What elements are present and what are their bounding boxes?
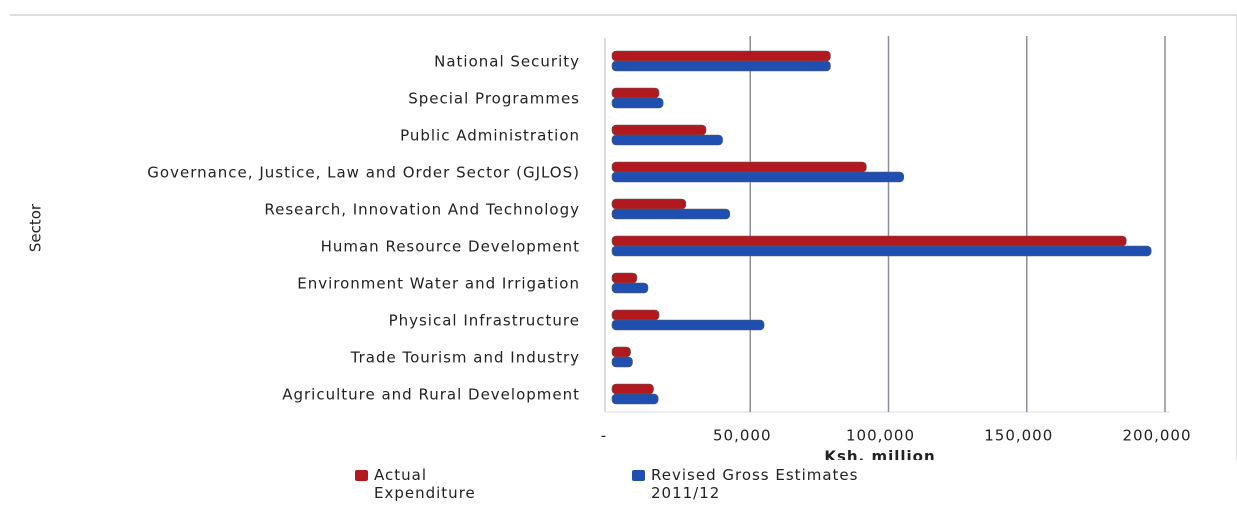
x-axis-title: Ksh. million (824, 448, 935, 461)
bar (611, 124, 707, 136)
y-tick-label: Governance, Justice, Law and Order Secto… (147, 164, 580, 182)
y-tick-label: Agriculture and Rural Development (282, 386, 580, 404)
bar (611, 161, 867, 173)
bar (611, 383, 654, 395)
y-tick-label: Trade Tourism and Industry (350, 349, 580, 367)
bar (611, 87, 660, 99)
bar (611, 245, 1152, 257)
chart: Sector Ksh. million - 50,000 100,000 150,00… (10, 14, 1237, 461)
x-tick-label: 150,000 (984, 427, 1053, 445)
legend-label: Revised Gross Estimates 2011/12 (651, 466, 859, 502)
y-tick-label: Human Resource Development (321, 238, 580, 256)
bar (611, 319, 765, 331)
bar (611, 60, 831, 72)
bar (611, 235, 1127, 247)
legend-label: Actual Expenditure (374, 466, 476, 502)
bar (611, 309, 660, 321)
bar (611, 393, 659, 405)
bar (611, 282, 649, 294)
y-tick-label: Special Programmes (408, 90, 580, 108)
bar (611, 198, 687, 210)
x-tick-label: 50,000 (713, 427, 772, 445)
legend-item: Revised Gross Estimates 2011/12 (632, 466, 921, 502)
bar (611, 50, 831, 62)
legend-item: Actual Expenditure (355, 466, 476, 502)
x-tick-label: - (601, 427, 607, 445)
y-tick-label: Physical Infrastructure (389, 312, 580, 330)
bar (611, 356, 633, 368)
bar (611, 208, 731, 220)
y-axis-title: Sector (27, 203, 45, 252)
legend-swatch (355, 470, 368, 481)
bar (611, 272, 638, 284)
bar (611, 134, 723, 146)
y-tick-label: Environment Water and Irrigation (297, 275, 580, 293)
legend-swatch (632, 470, 645, 481)
x-tick-label: 100,000 (846, 427, 915, 445)
x-tick-label: 200,000 (1122, 427, 1191, 445)
bar (611, 346, 631, 358)
bar (611, 171, 905, 183)
y-tick-label: Research, Innovation And Technology (264, 201, 580, 219)
bar (611, 97, 664, 109)
y-tick-label: National Security (434, 53, 580, 71)
y-tick-label: Public Administration (400, 127, 580, 145)
